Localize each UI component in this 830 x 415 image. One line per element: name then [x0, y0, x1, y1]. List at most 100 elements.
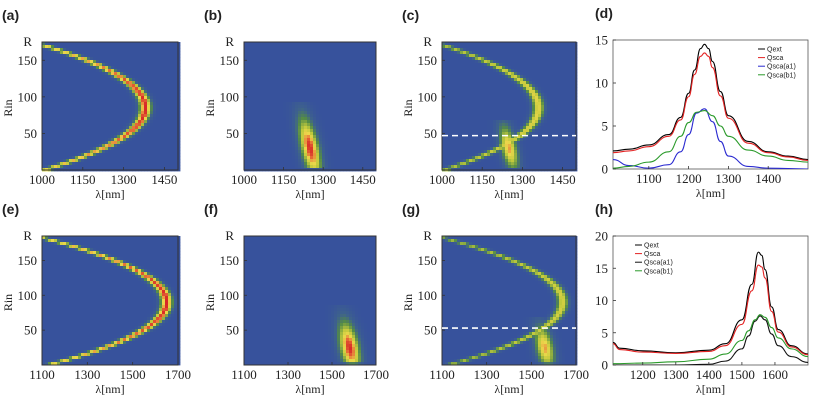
y-tick-label: 0: [602, 162, 609, 177]
plot-frame: [41, 235, 179, 366]
panel-e: (e) R Rin 1100 1300 1500 1700 50 100 150 λ[nm]: [1, 201, 191, 396]
panel-label: (e): [2, 201, 19, 217]
plot-frame: [612, 39, 809, 170]
series-line-Qsca: [613, 52, 808, 161]
y-tick-label: 50: [226, 323, 239, 338]
y-ticks: 50 100 150: [418, 53, 445, 141]
x-tick-label: 1450: [550, 172, 576, 187]
legend-entry: Qsca(b1): [767, 72, 796, 79]
x-tick-label: 1400: [696, 367, 722, 382]
heatmap-area: [42, 236, 181, 366]
y-tick-label: 100: [220, 89, 240, 104]
series-lines: [613, 251, 808, 365]
y-tick-label: 100: [418, 288, 438, 303]
x-tick-label: 1300: [310, 172, 336, 187]
x-tick-label: 1600: [762, 367, 788, 382]
x-ticks: 1100 1200 1300 1400: [636, 166, 781, 186]
x-tick-label: 1500: [729, 367, 755, 382]
y-tick-label: 10: [595, 76, 608, 91]
x-axis-label: λ[nm]: [696, 186, 725, 200]
x-tick-label: 1700: [165, 367, 191, 382]
plot-frame: [441, 235, 577, 366]
y-tick-label: 150: [18, 253, 38, 268]
panel-c: (c) R Rin 1000 1150 1300 1450 50 100 150 λ[nm]: [401, 7, 578, 201]
x-tick-label: 1000: [231, 172, 257, 187]
x-tick-label: 1100: [429, 367, 455, 382]
x-axis-label: λ[nm]: [295, 382, 324, 396]
x-axis-label: λ[nm]: [95, 382, 124, 396]
x-ticks: 1000 1150 1300 1450: [231, 167, 376, 187]
y-ticks: 50 100 150: [220, 253, 247, 338]
y-top-label: R: [23, 228, 32, 243]
x-tick-label: 1200: [676, 171, 702, 186]
y-axis-label: Rin: [1, 99, 15, 116]
x-tick-label: 1500: [319, 367, 345, 382]
panel-f: (f) R Rin 1100 1300 1500 1700 50 100 150 λ[nm]: [203, 201, 389, 396]
y-axis-label: Rin: [401, 99, 415, 116]
panel-label: (c): [402, 7, 419, 23]
series-line-Qsca(b1): [613, 314, 808, 365]
y-tick-label: 150: [220, 253, 240, 268]
y-tick-label: 50: [24, 126, 37, 141]
x-tick-label: 1150: [271, 172, 297, 187]
legend-entry: Qext: [644, 243, 659, 250]
y-axis-label: Rin: [1, 294, 15, 311]
x-tick-label: 1700: [363, 367, 389, 382]
y-tick-label: 5: [602, 325, 609, 340]
plot-frame: [441, 41, 577, 171]
x-ticks: 1100 1300 1500 1700: [231, 362, 389, 382]
x-tick-label: 1300: [74, 367, 100, 382]
y-tick-label: 50: [24, 323, 37, 338]
x-tick-label: 1300: [715, 171, 741, 186]
y-tick-label: 150: [418, 253, 438, 268]
y-axis-label: Rin: [203, 294, 217, 311]
y-ticks: 0 5 10 15: [595, 33, 616, 177]
x-tick-label: 1400: [755, 171, 781, 186]
y-top-label: R: [225, 228, 234, 243]
heatmap-area: [244, 236, 377, 366]
y-ticks: 50 100 150: [220, 53, 247, 141]
y-tick-label: 100: [18, 288, 38, 303]
x-ticks: 1000 1150 1300 1450: [29, 167, 177, 187]
x-tick-label: 1100: [636, 171, 662, 186]
plot-frame: [243, 235, 377, 366]
panel-label: (g): [402, 201, 420, 217]
series-line-Qext: [613, 43, 808, 161]
y-tick-label: 100: [220, 288, 240, 303]
y-tick-label: 100: [418, 89, 438, 104]
y-tick-label: 50: [226, 126, 239, 141]
x-tick-label: 1500: [120, 367, 146, 382]
y-tick-label: 15: [595, 33, 608, 48]
y-tick-label: 50: [424, 126, 437, 141]
y-tick-label: 50: [424, 323, 437, 338]
y-axis-label: Rin: [401, 294, 415, 311]
y-tick-label: 15: [595, 261, 608, 276]
heatmap-area: [442, 236, 578, 366]
x-tick-label: 1500: [518, 367, 544, 382]
x-tick-label: 1300: [663, 367, 689, 382]
x-ticks: 1200 1300 1400 1500 1600: [630, 362, 788, 382]
y-ticks: 0 5 10 15 20: [595, 229, 616, 373]
x-axis-label: λ[nm]: [494, 382, 523, 396]
y-tick-label: 100: [18, 89, 38, 104]
x-tick-label: 1300: [111, 172, 137, 187]
panel-a: (a) R Rin 1000 1150 1300 1450 50 100 150 λ[nm]: [1, 7, 181, 201]
y-ticks: 50 100 150: [418, 253, 445, 338]
x-axis-label: λ[nm]: [95, 187, 124, 201]
heatmap-area: [42, 42, 181, 172]
legend-entry: Qsca: [644, 251, 660, 258]
heatmap-area: [244, 42, 377, 172]
heatmap-area: [442, 42, 578, 172]
x-axis-label: λ[nm]: [696, 382, 725, 396]
y-tick-label: 150: [18, 53, 38, 68]
x-ticks: 1000 1150 1300 1450: [429, 167, 576, 187]
legend-entry: Qext: [767, 47, 782, 54]
panel-g: (g)R Rin 1100 1300 1500 1700 50 100 150 λ[nm]: [401, 201, 589, 396]
series-line-Qsca: [613, 264, 808, 356]
series-lines: [613, 43, 808, 169]
plot-frame: [41, 41, 179, 171]
series-line-Qsca(b1): [613, 109, 808, 169]
plot-frame: [243, 41, 377, 171]
